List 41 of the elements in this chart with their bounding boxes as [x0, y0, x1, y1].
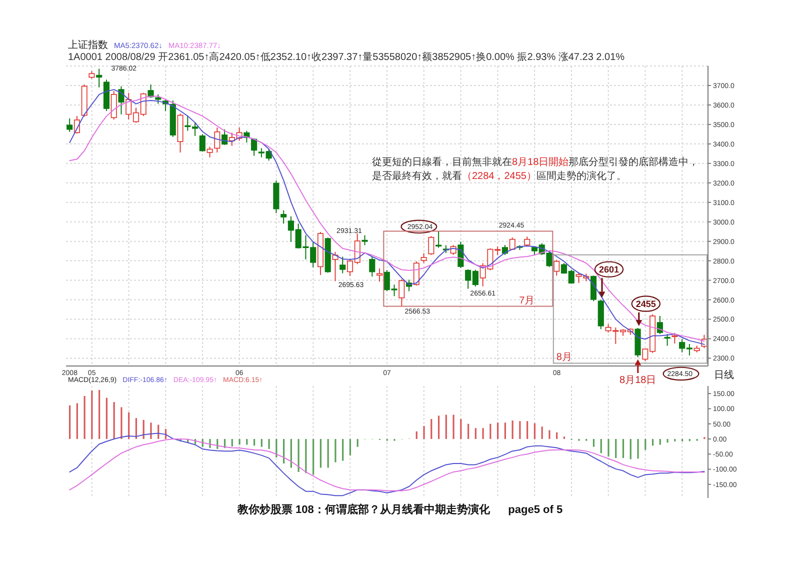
candlestick — [214, 127, 220, 153]
candlestick — [590, 275, 597, 302]
line-series — [69, 438, 705, 492]
text: 教你炒股票 108：何谓底部？从月线看中期走势演化 page5 of 5 — [236, 503, 563, 516]
candlestick — [110, 90, 117, 120]
annotation: 7月 — [519, 295, 535, 306]
annotation: 從更短的日線看，目前無非就在 — [372, 157, 512, 168]
candlestick — [118, 86, 124, 115]
annotation: 8月18日開始 — [512, 157, 569, 168]
candlestick — [362, 234, 368, 246]
annotation: 是否最終有效，就看 — [372, 171, 462, 182]
annotation: 2455 — [636, 299, 656, 310]
annotation: 8月 — [556, 352, 572, 364]
text: 8月18日 — [620, 375, 656, 386]
candlestick — [664, 334, 670, 346]
candlestick — [656, 315, 663, 335]
annotation: 區間走勢的演化了。 — [536, 171, 626, 182]
candlestick — [280, 210, 287, 224]
chart-subtitle: 1A0001 2008/08/29 开2361.05↑高2420.05↑低2352.10↑收2397.37↑量53558020↑额3852905↑换0.00% 振2.93% 涨47.23 2.01% — [68, 52, 625, 64]
candlestick — [66, 118, 73, 132]
candlestick — [376, 268, 383, 282]
candlestick — [96, 68, 102, 88]
candlestick — [199, 134, 206, 152]
candlestick — [206, 146, 213, 158]
candlestick — [332, 251, 338, 282]
candlestick — [672, 332, 678, 344]
annotation: 2601 — [598, 264, 620, 275]
candlestick — [398, 278, 405, 307]
annotation: 那底分型引發的底部構造中， — [568, 157, 699, 168]
candlestick — [340, 256, 346, 274]
candlestick — [420, 252, 427, 264]
line-series — [69, 432, 705, 496]
text: 日线 — [714, 369, 734, 381]
candlestick — [436, 230, 442, 248]
candlestick — [554, 259, 560, 276]
candlestick — [509, 236, 516, 250]
annotation: （2284，2455） — [462, 171, 536, 182]
candlestick — [155, 94, 162, 104]
candlestick — [428, 236, 434, 256]
chart-title: 上证指数 — [68, 40, 108, 52]
candlestick — [369, 256, 376, 278]
